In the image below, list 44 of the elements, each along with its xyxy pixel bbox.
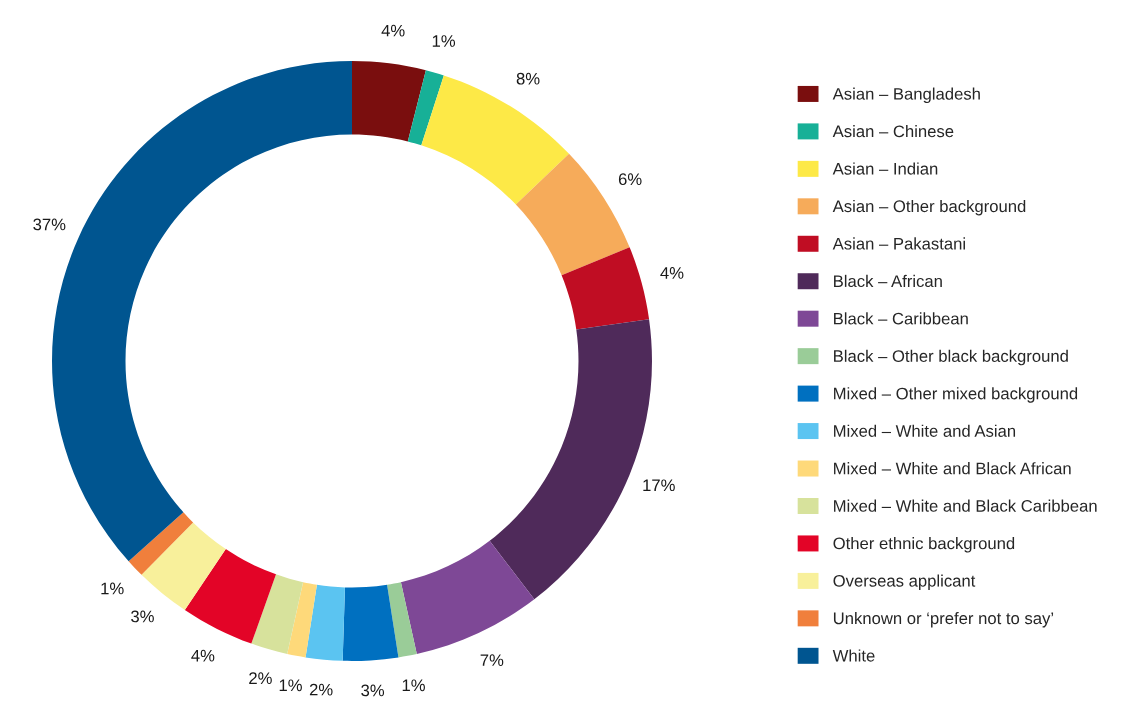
legend-label: White [832,649,875,662]
donut-slice [184,549,277,644]
data-label: 3% [361,684,385,697]
donut-slice [387,582,417,658]
data-label: 7% [480,654,504,666]
data-label: 4% [660,267,684,279]
data-label: 1% [432,35,456,47]
data-label: 2% [309,683,333,696]
legend-label: Asian – Indian [832,162,938,175]
data-label: 6% [618,173,642,186]
data-label: 2% [249,672,272,684]
data-label: 4% [191,649,215,662]
legend-label: Mixed – White and Black African [834,462,1071,475]
legend-label: Black – Other black background [834,349,1068,366]
data-label: 1% [402,679,425,692]
donut-slice [352,61,426,142]
legend-label: Asian – Chinese [832,124,954,138]
donut-slice [251,574,304,654]
data-label: 37% [33,218,66,231]
legend-label: Mixed – Other mixed background [834,387,1078,403]
donut-slice [400,540,535,654]
legend-label: Mixed – White and Asian [834,424,1016,437]
donut-slice [561,247,650,330]
legend-label: Black – African [834,274,942,288]
legend-label: Mixed – White and Black Caribbean [834,499,1097,512]
donut-slice [128,512,194,575]
data-label: 1% [101,582,124,595]
legend-label: Asian – Pakastani [832,237,965,250]
donut-slice [305,584,345,661]
donut-slice [141,522,226,611]
data-label: 3% [131,610,154,623]
data-label: 1% [279,679,302,692]
data-label: 17% [643,479,675,492]
legend-label: Overseas applicant [833,574,976,591]
legend-label: Asian – Other background [832,199,1026,216]
data-label: 4% [381,24,405,37]
legend-label: Unknown or ‘prefer not to say’ [833,611,1054,628]
legend-label: Black – Caribbean [834,312,968,325]
legend-label: Asian – Bangladesh [832,87,980,104]
legend-label: Other ethnic background [833,537,1015,553]
donut-slice [287,582,317,658]
data-label: 8% [516,72,540,85]
donut-slice [342,584,399,661]
donut-slice [407,70,444,146]
